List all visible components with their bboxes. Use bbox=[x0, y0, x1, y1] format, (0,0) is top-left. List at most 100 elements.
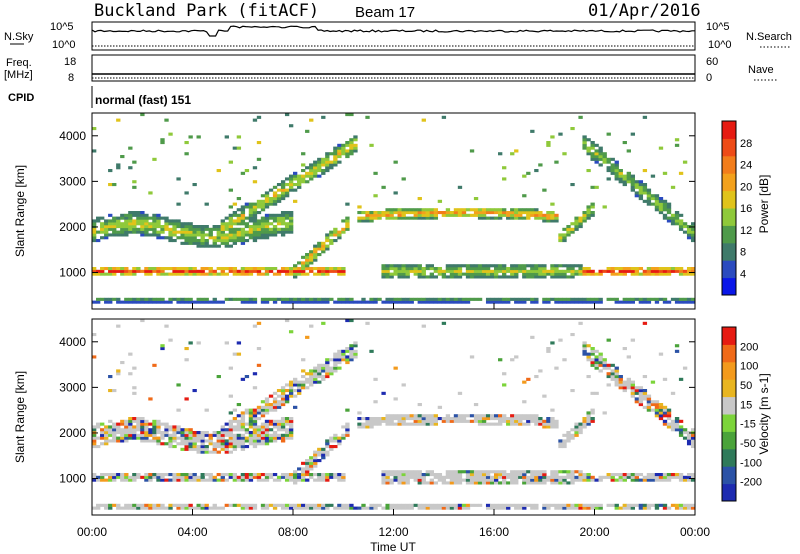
power-cell bbox=[305, 129, 310, 133]
velocity-cell bbox=[321, 478, 326, 482]
velocity-cell bbox=[208, 439, 213, 443]
velocity-cell bbox=[534, 478, 539, 482]
power-cell bbox=[409, 267, 414, 271]
power-cell bbox=[96, 300, 101, 304]
power-cell bbox=[248, 297, 254, 301]
power-cell bbox=[180, 267, 185, 271]
power-cell bbox=[510, 213, 515, 217]
velocity-cell bbox=[333, 366, 338, 370]
power-cell bbox=[216, 230, 221, 234]
velocity-cell bbox=[321, 321, 326, 325]
velocity-cell bbox=[349, 503, 354, 507]
y-tick-label: 2000 bbox=[59, 220, 86, 234]
power-cell bbox=[321, 267, 326, 271]
power-cell bbox=[240, 205, 246, 209]
velocity-cell bbox=[297, 478, 302, 482]
velocity-cell bbox=[172, 425, 177, 429]
power-cell bbox=[385, 216, 390, 220]
power-cell bbox=[489, 264, 495, 268]
power-cell bbox=[678, 227, 684, 231]
power-cell bbox=[236, 239, 242, 243]
power-cell bbox=[152, 225, 157, 229]
velocity-cell bbox=[325, 503, 330, 507]
power-cell bbox=[256, 227, 262, 231]
power-cell bbox=[586, 205, 591, 209]
power-cell bbox=[321, 297, 326, 301]
velocity-cell bbox=[494, 475, 499, 479]
velocity-cell bbox=[180, 428, 185, 432]
power-cell bbox=[132, 230, 137, 234]
power-cell bbox=[284, 177, 290, 181]
power-cell bbox=[313, 247, 318, 251]
power-cell bbox=[630, 272, 635, 276]
velocity-cell bbox=[252, 442, 258, 446]
velocity-cell bbox=[570, 481, 575, 485]
velocity-cell bbox=[502, 481, 507, 485]
velocity-cell bbox=[236, 436, 242, 440]
power-cell bbox=[280, 180, 286, 184]
velocity-cell bbox=[216, 431, 221, 435]
power-cell bbox=[658, 211, 664, 215]
power-cell bbox=[140, 211, 145, 215]
velocity-cell bbox=[389, 481, 394, 485]
velocity-cell bbox=[301, 478, 306, 482]
power-cell bbox=[92, 127, 97, 131]
velocity-cell bbox=[562, 475, 567, 479]
velocity-cell bbox=[518, 419, 523, 423]
velocity-cell bbox=[530, 419, 535, 423]
velocity-cell bbox=[518, 414, 523, 418]
velocity-cell bbox=[401, 478, 406, 482]
power-cell bbox=[180, 297, 185, 301]
velocity-cell bbox=[264, 473, 270, 477]
power-cell bbox=[506, 275, 511, 279]
power-cell bbox=[236, 233, 242, 237]
power-cell bbox=[128, 230, 133, 234]
velocity-cell bbox=[610, 503, 615, 507]
velocity-cell bbox=[301, 470, 306, 474]
power-cell bbox=[469, 269, 475, 273]
velocity-cell bbox=[686, 506, 692, 510]
power-cell bbox=[220, 239, 225, 243]
power-cell bbox=[240, 297, 246, 301]
velocity-cell bbox=[618, 473, 623, 477]
power-cell bbox=[148, 300, 153, 304]
power-cell bbox=[288, 213, 294, 217]
velocity-cell bbox=[429, 417, 434, 421]
velocity-cell bbox=[441, 506, 447, 510]
power-cell bbox=[598, 272, 603, 276]
velocity-cell bbox=[590, 408, 595, 412]
velocity-cell bbox=[530, 417, 535, 421]
velocity-cell bbox=[666, 478, 672, 482]
velocity-cell bbox=[670, 425, 676, 429]
power-cell bbox=[457, 272, 463, 276]
velocity-cell bbox=[510, 475, 515, 479]
power-cell bbox=[646, 202, 652, 206]
velocity-cell bbox=[453, 478, 459, 482]
velocity-cell bbox=[248, 503, 254, 507]
power-cell bbox=[618, 177, 623, 181]
velocity-cell bbox=[594, 478, 599, 482]
velocity-cell bbox=[236, 475, 242, 479]
power-cell bbox=[188, 233, 193, 237]
velocity-cell bbox=[465, 481, 471, 485]
velocity-cell bbox=[550, 422, 555, 426]
velocity-cell bbox=[333, 355, 338, 359]
power-cell bbox=[301, 267, 306, 271]
velocity-cell bbox=[148, 506, 153, 510]
power-cell bbox=[642, 272, 648, 276]
power-cell bbox=[228, 219, 233, 223]
velocity-cell bbox=[100, 428, 105, 432]
power-cell bbox=[172, 227, 177, 231]
power-cell bbox=[674, 211, 680, 215]
power-cell bbox=[393, 264, 398, 268]
velocity-cell bbox=[417, 417, 422, 421]
velocity-cell bbox=[256, 439, 262, 443]
velocity-cell bbox=[305, 459, 310, 463]
power-cell bbox=[280, 233, 286, 237]
velocity-cell bbox=[638, 386, 644, 390]
velocity-cell bbox=[272, 436, 278, 440]
velocity-cell bbox=[192, 431, 197, 435]
velocity-cell bbox=[124, 419, 129, 423]
velocity-cell bbox=[297, 380, 302, 384]
power-cell bbox=[132, 180, 137, 184]
